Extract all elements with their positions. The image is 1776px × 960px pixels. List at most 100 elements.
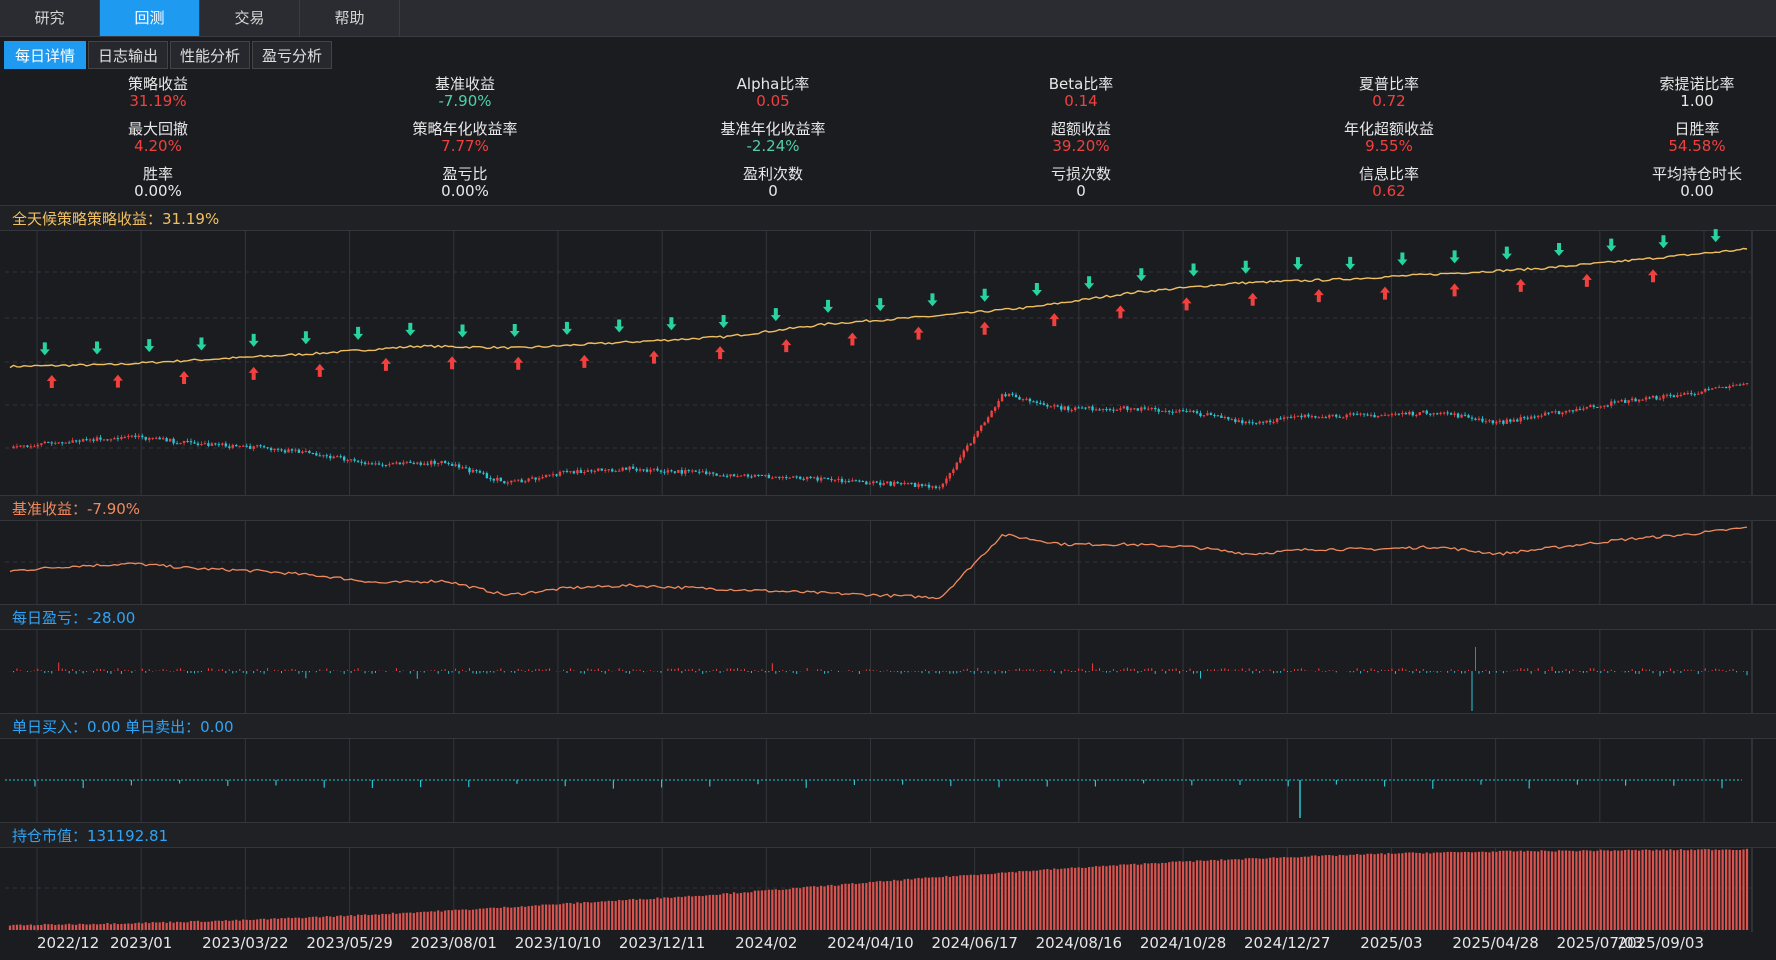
- candle-body: [1314, 416, 1317, 418]
- candle-body: [1355, 413, 1359, 415]
- candle-body: [1550, 411, 1554, 413]
- candle-body: [1676, 395, 1679, 398]
- nav-tab-backtest[interactable]: 回测: [100, 0, 200, 36]
- candle-body: [913, 483, 917, 487]
- candle-body: [1324, 417, 1328, 419]
- candle-body: [1000, 394, 1004, 402]
- buy-marker: [1313, 289, 1324, 303]
- candle-body: [1258, 421, 1261, 424]
- candle-body: [1620, 400, 1623, 402]
- candle-body: [544, 474, 548, 478]
- nav-tab-trade[interactable]: 交易: [200, 0, 300, 36]
- tab-log-output[interactable]: 日志输出: [88, 41, 168, 69]
- candle-body: [990, 410, 993, 418]
- candle-body: [50, 442, 53, 444]
- candle-body: [26, 445, 29, 447]
- candle-body: [1181, 410, 1185, 412]
- candle-body: [1596, 406, 1599, 408]
- sell-marker: [1240, 260, 1251, 274]
- candle-body: [1282, 417, 1286, 419]
- sell-marker: [1292, 257, 1303, 271]
- strategy-panel-title: 全天候策略策略收益：31.19%: [0, 205, 1776, 231]
- candle-body: [57, 442, 60, 444]
- candle-body: [583, 472, 586, 474]
- candle-body: [1425, 410, 1428, 414]
- candle-body: [405, 461, 409, 463]
- candle-body: [778, 476, 781, 478]
- candle-body: [342, 456, 346, 461]
- candle-body: [659, 470, 663, 472]
- candle-body: [1724, 386, 1728, 389]
- nav-tab-help[interactable]: 帮助: [300, 0, 400, 36]
- candle-body: [569, 471, 572, 473]
- candle-body: [214, 443, 217, 445]
- candle-body: [1202, 415, 1206, 417]
- candle-body: [1053, 405, 1056, 407]
- candle-body: [704, 471, 708, 475]
- candle-body: [503, 481, 506, 484]
- candle-body: [22, 445, 26, 447]
- candle-body: [1094, 409, 1098, 411]
- candle-body: [1610, 401, 1613, 406]
- candle-body: [1523, 417, 1526, 419]
- candle-body: [1446, 412, 1449, 414]
- candle-body: [805, 476, 809, 480]
- candle-body: [419, 462, 422, 465]
- candle-body: [262, 446, 266, 448]
- stat-label: 最大回撤: [127, 120, 188, 138]
- nav-tab-research[interactable]: 研究: [0, 0, 100, 36]
- candle-body: [71, 440, 74, 443]
- buy-marker: [179, 370, 190, 384]
- candle-body: [273, 448, 276, 451]
- candle-body: [969, 443, 972, 446]
- candle-body: [78, 440, 81, 442]
- panel-bg: [5, 231, 1752, 495]
- position-panel-title: 持仓市值：131192.81: [0, 822, 1776, 848]
- candle-body: [482, 472, 485, 474]
- tab-daily-details[interactable]: 每日详情: [4, 41, 86, 69]
- candle-body: [812, 477, 816, 479]
- candle-body: [1745, 383, 1749, 385]
- candle-body: [1331, 414, 1334, 416]
- candle-body: [1140, 407, 1143, 411]
- candle-body: [1300, 415, 1303, 418]
- candle-body: [496, 477, 499, 481]
- candle-body: [1345, 414, 1348, 418]
- candle-body: [1342, 417, 1345, 419]
- stat-value: -7.90%: [438, 92, 492, 110]
- candle-body: [370, 463, 374, 465]
- candle-body: [1237, 420, 1240, 423]
- stat-label: 基准年化收益率: [720, 120, 826, 138]
- candle-body: [363, 462, 367, 465]
- candle-body: [604, 469, 607, 471]
- candle-body: [1665, 394, 1669, 396]
- candle-body: [1160, 410, 1164, 412]
- x-tick-label: 2024/04/10: [827, 934, 913, 952]
- candle-body: [374, 463, 377, 465]
- candle-body: [997, 401, 1000, 408]
- candle-body: [88, 439, 92, 441]
- candle-body: [1529, 416, 1533, 419]
- candle-body: [753, 474, 757, 477]
- candle-body: [1380, 415, 1383, 417]
- candle-body: [931, 486, 934, 488]
- candle-body: [638, 469, 642, 471]
- sell-marker: [770, 308, 781, 322]
- tab-pnl-analysis[interactable]: 盈亏分析: [252, 41, 332, 69]
- candle-body: [1362, 413, 1366, 415]
- candle-body: [1634, 398, 1637, 402]
- benchmark-line: [9, 526, 1748, 600]
- candle-body: [1686, 393, 1690, 395]
- candle-body: [722, 475, 725, 477]
- candle-body: [711, 472, 715, 474]
- candle-body: [656, 468, 659, 471]
- candle-body: [12, 446, 15, 449]
- sell-marker: [1606, 238, 1617, 252]
- candle-body: [224, 443, 228, 447]
- stat-value: 0.00%: [441, 182, 489, 200]
- buy-marker: [1247, 292, 1258, 306]
- candle-body: [266, 447, 269, 449]
- sell-marker: [457, 324, 468, 338]
- candle-body: [336, 456, 339, 458]
- tab-performance[interactable]: 性能分析: [170, 41, 250, 69]
